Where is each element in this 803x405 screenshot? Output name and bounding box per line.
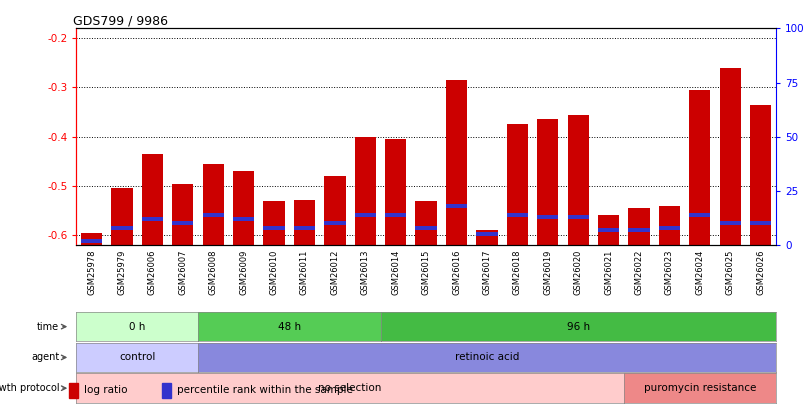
Text: puromycin resistance: puromycin resistance xyxy=(643,383,755,393)
Bar xyxy=(415,226,436,230)
Text: growth protocol: growth protocol xyxy=(0,383,59,393)
Bar xyxy=(446,204,467,208)
Text: 0 h: 0 h xyxy=(128,322,145,332)
Bar xyxy=(446,80,467,245)
Bar xyxy=(749,104,770,245)
Bar xyxy=(688,213,710,217)
Bar xyxy=(567,215,588,219)
Bar xyxy=(385,139,406,245)
Bar xyxy=(658,226,679,230)
Bar xyxy=(749,222,770,225)
Bar xyxy=(628,228,649,232)
Bar xyxy=(688,90,710,245)
Bar xyxy=(658,206,679,245)
Bar xyxy=(141,217,163,221)
Bar xyxy=(536,215,558,219)
Bar xyxy=(628,208,649,245)
Bar xyxy=(597,215,618,245)
Bar xyxy=(475,232,497,236)
Bar xyxy=(567,115,588,245)
Bar xyxy=(202,164,223,245)
Text: percentile rank within the sample: percentile rank within the sample xyxy=(177,385,353,395)
Bar xyxy=(354,213,376,217)
Bar xyxy=(233,217,254,221)
Text: control: control xyxy=(119,352,155,362)
Bar xyxy=(111,226,132,230)
Text: log ratio: log ratio xyxy=(84,385,128,395)
Bar xyxy=(597,228,618,232)
Bar xyxy=(354,137,376,245)
Bar xyxy=(141,154,163,245)
Text: time: time xyxy=(37,322,59,332)
Bar xyxy=(324,222,345,225)
Text: agent: agent xyxy=(31,352,59,362)
Text: 96 h: 96 h xyxy=(566,322,589,332)
Bar xyxy=(172,184,194,245)
Text: retinoic acid: retinoic acid xyxy=(454,352,519,362)
Bar xyxy=(324,176,345,245)
Bar xyxy=(263,226,284,230)
Bar xyxy=(202,213,223,217)
Bar xyxy=(536,119,558,245)
Bar xyxy=(719,222,740,225)
Bar xyxy=(69,383,79,398)
Bar xyxy=(506,124,528,245)
Text: no selection: no selection xyxy=(318,383,381,393)
Bar xyxy=(719,68,740,245)
Bar xyxy=(293,226,315,230)
Bar xyxy=(293,200,315,245)
Bar xyxy=(506,213,528,217)
Bar xyxy=(81,233,102,245)
Bar xyxy=(385,213,406,217)
Bar xyxy=(415,201,436,245)
Bar xyxy=(81,239,102,243)
Text: GDS799 / 9986: GDS799 / 9986 xyxy=(73,14,168,27)
Text: 48 h: 48 h xyxy=(277,322,300,332)
Bar xyxy=(111,188,132,245)
Bar xyxy=(475,230,497,245)
Bar xyxy=(172,222,194,225)
Bar xyxy=(161,383,171,398)
Bar xyxy=(233,171,254,245)
Bar xyxy=(263,201,284,245)
